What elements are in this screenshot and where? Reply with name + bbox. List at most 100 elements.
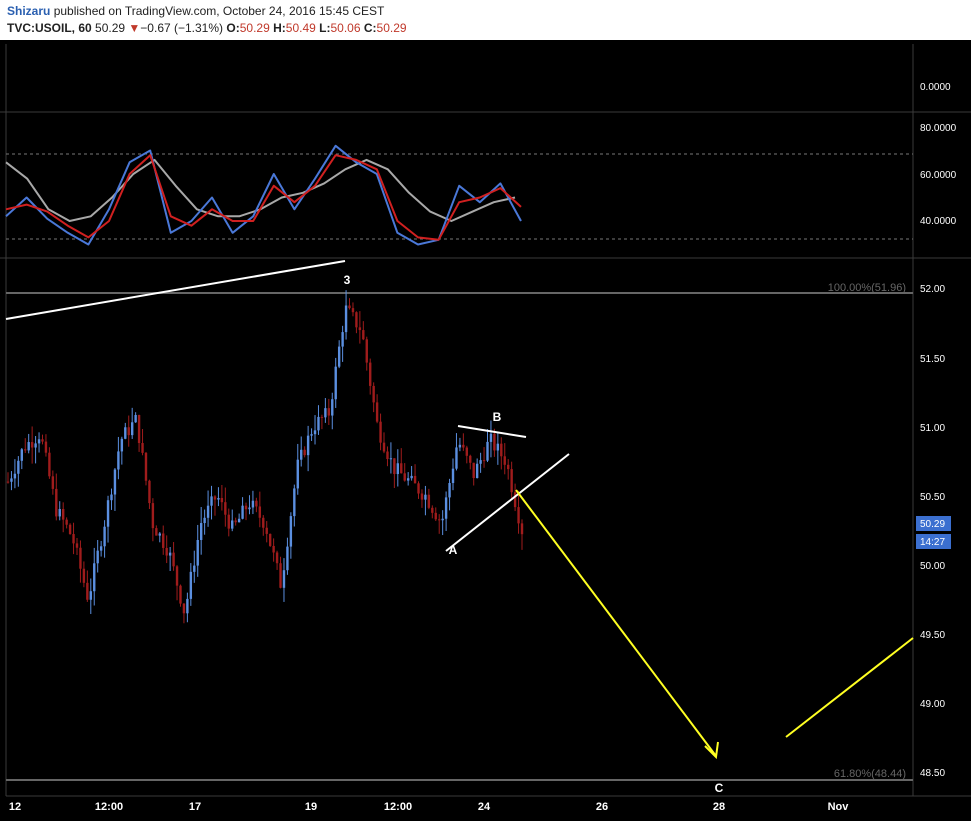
candle-body bbox=[127, 427, 130, 436]
candle-body bbox=[358, 327, 362, 331]
candle-body bbox=[462, 444, 465, 448]
candle-body bbox=[469, 455, 472, 463]
projection-up-line[interactable] bbox=[785, 637, 914, 738]
candle-body bbox=[182, 603, 186, 614]
candle-body bbox=[348, 305, 351, 309]
projection-down-arrow[interactable] bbox=[515, 489, 717, 757]
candle-body bbox=[444, 497, 448, 519]
candle-body bbox=[365, 339, 368, 363]
candle-body bbox=[396, 463, 400, 475]
candle-body bbox=[417, 483, 420, 494]
candle-body bbox=[420, 493, 424, 500]
indicator-tick-label: 0.0000 bbox=[920, 82, 951, 93]
candle-body bbox=[265, 527, 268, 534]
candle-body bbox=[44, 441, 48, 453]
candle-body bbox=[106, 500, 110, 527]
candle-body bbox=[179, 585, 182, 604]
candle-body bbox=[17, 460, 20, 474]
candle-body bbox=[434, 512, 437, 520]
author-name[interactable]: Shizaru bbox=[7, 4, 51, 18]
candle-body bbox=[382, 442, 386, 452]
last-price: 50.29 bbox=[95, 21, 126, 35]
candle-body bbox=[165, 547, 168, 556]
candle-body bbox=[372, 385, 375, 403]
wave-trendline[interactable] bbox=[5, 260, 346, 320]
candle-body bbox=[75, 543, 79, 548]
candle-body bbox=[520, 523, 524, 535]
time-tick-label: 28 bbox=[713, 801, 725, 813]
candle-body bbox=[369, 362, 372, 386]
candle-body bbox=[400, 463, 403, 474]
candle-body bbox=[268, 533, 272, 546]
time-tick-label: 12 bbox=[9, 801, 21, 813]
time-axis[interactable]: 12 12:00 17 19 12:00 24 26 28 Nov bbox=[9, 801, 849, 813]
candle-body bbox=[120, 438, 124, 452]
candle-body bbox=[117, 451, 120, 470]
time-tick-label: 12:00 bbox=[95, 801, 123, 813]
candle-body bbox=[424, 494, 427, 500]
candle-body bbox=[130, 422, 134, 436]
indicator-tick-label: 60.0000 bbox=[920, 170, 957, 181]
candle-body bbox=[234, 520, 237, 523]
candle-body bbox=[500, 443, 503, 457]
time-tick-label: 17 bbox=[189, 801, 201, 813]
candle-body bbox=[334, 366, 337, 400]
candle-body bbox=[172, 552, 175, 567]
wave-c-label: C bbox=[715, 781, 724, 795]
candle-body bbox=[144, 452, 148, 481]
candle-body bbox=[79, 547, 82, 569]
candle-body bbox=[507, 464, 510, 470]
candle-body bbox=[303, 449, 306, 456]
candle-body bbox=[151, 503, 155, 529]
triangle-upper-line[interactable] bbox=[457, 425, 527, 438]
candle-body bbox=[482, 460, 486, 462]
published-text: published on TradingView.com, October 24… bbox=[53, 4, 385, 18]
candle-body bbox=[362, 330, 365, 340]
candle-body bbox=[41, 439, 44, 442]
candle-body bbox=[272, 545, 275, 553]
candle-body bbox=[58, 509, 61, 517]
low-value: 50.06 bbox=[330, 21, 361, 35]
candle-body bbox=[427, 494, 431, 508]
price-change: −0.67 (−1.31%) bbox=[140, 21, 224, 35]
time-tick-label: Nov bbox=[828, 801, 850, 813]
candle-body bbox=[10, 478, 13, 482]
candle-body bbox=[30, 442, 34, 448]
candle-body bbox=[241, 505, 244, 519]
price-tick-label: 49.50 bbox=[920, 630, 945, 641]
wave-a-label: A bbox=[449, 543, 458, 557]
candle-body bbox=[455, 447, 458, 469]
candle-body bbox=[189, 571, 193, 599]
candle-body bbox=[479, 460, 482, 464]
candle-body bbox=[237, 518, 241, 523]
candle-body bbox=[258, 506, 262, 518]
candle-body bbox=[317, 416, 320, 431]
triangle-lower-line[interactable] bbox=[445, 453, 570, 552]
indicator-pane[interactable]: 0.0000 80.0000 60.0000 40.0000 bbox=[5, 82, 957, 246]
candle-body bbox=[489, 433, 493, 442]
wave-b-label: B bbox=[493, 410, 502, 424]
candle-body bbox=[193, 565, 196, 572]
candle-body bbox=[68, 524, 72, 535]
time-tick-label: 24 bbox=[478, 801, 491, 813]
price-pane[interactable]: 100.00%(51.96) 61.80%(48.44) 3 B A C 52.… bbox=[5, 260, 951, 795]
symbol-line: TVC:USOIL, 60 50.29 ▼−0.67 (−1.31%) O:50… bbox=[7, 21, 407, 35]
candle-body bbox=[89, 591, 92, 600]
low-label: L: bbox=[319, 21, 331, 35]
candle-body bbox=[34, 443, 37, 448]
price-tick-label: 49.00 bbox=[920, 699, 945, 710]
countdown-tag bbox=[916, 534, 951, 549]
high-value: 50.49 bbox=[285, 21, 316, 35]
candle-body bbox=[337, 346, 341, 367]
candle-body bbox=[20, 449, 23, 461]
price-chart[interactable]: 0.0000 80.0000 60.0000 40.0000 100.00%(5… bbox=[0, 40, 971, 821]
candle-body bbox=[213, 496, 217, 500]
candle-body bbox=[486, 441, 489, 461]
candle-body bbox=[27, 442, 30, 451]
candle-body bbox=[37, 439, 41, 444]
candle-body bbox=[438, 519, 441, 521]
change-arrow: ▼ bbox=[128, 21, 141, 35]
candle-body bbox=[148, 480, 151, 504]
candle-body bbox=[13, 473, 17, 479]
pane-frame bbox=[0, 44, 971, 797]
